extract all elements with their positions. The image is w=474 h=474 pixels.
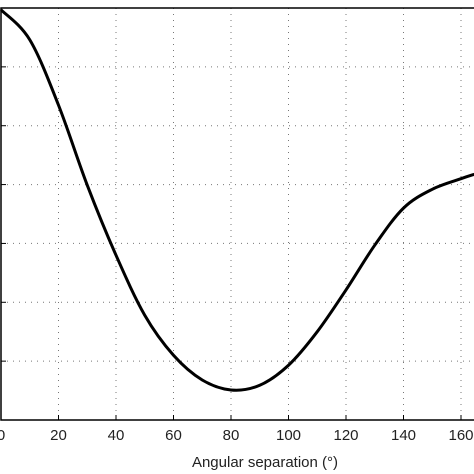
line	[0, 8, 474, 392]
x-tick-label: 120	[333, 427, 358, 444]
x-axis-label: Angular separation (°)	[192, 454, 338, 471]
x-tick-label: 140	[391, 427, 416, 444]
x-tick-label: 80	[223, 427, 240, 444]
x-tick-label: 100	[276, 427, 301, 444]
x-tick-label: 40	[108, 427, 125, 444]
x-tick-label: 20	[50, 427, 67, 444]
x-tick-label: 0	[0, 427, 5, 444]
x-tick-label: 60	[165, 427, 182, 444]
x-tick-label: 160	[448, 427, 473, 444]
plot-frame	[0, 7, 474, 421]
